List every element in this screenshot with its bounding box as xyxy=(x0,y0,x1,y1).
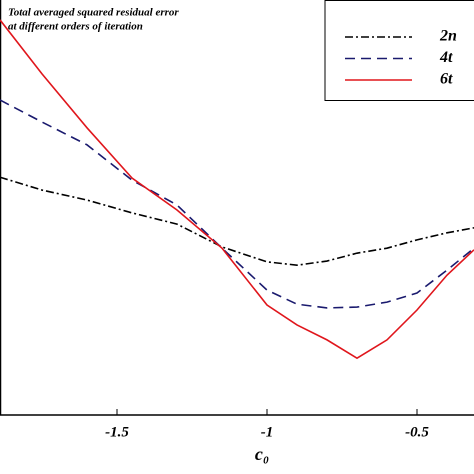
legend-label: 2n xyxy=(439,28,457,45)
line-series xyxy=(0,19,474,360)
chart-title: at different orders of iteration xyxy=(8,21,143,33)
line-series xyxy=(0,99,474,309)
x-tick-label: -0.5 xyxy=(405,424,429,440)
line-series xyxy=(0,176,474,266)
legend-box xyxy=(324,0,474,101)
x-tick-label: -1.5 xyxy=(105,424,129,440)
legend-label: 4t xyxy=(439,49,453,66)
chart-title: Total averaged squared residual error xyxy=(8,7,179,19)
x-axis-label: c₀ xyxy=(255,444,269,464)
x-tick-label: -1 xyxy=(261,424,274,440)
legend-label: 6t xyxy=(440,71,453,88)
